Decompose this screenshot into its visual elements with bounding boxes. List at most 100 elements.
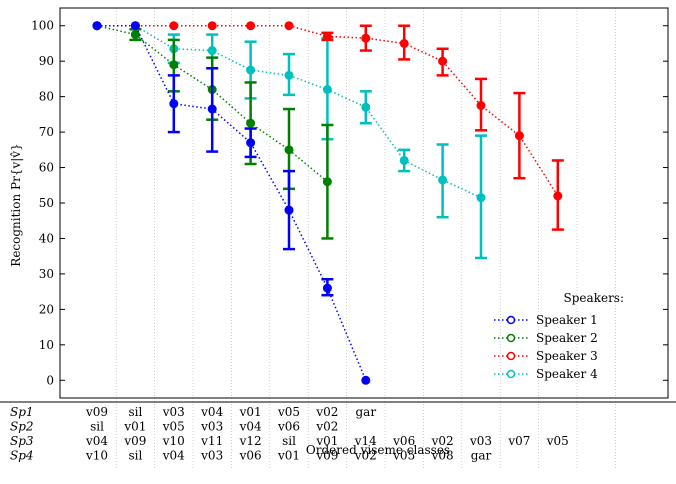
table-cell: v01 xyxy=(123,420,146,434)
table-row-label: Sp3 xyxy=(10,434,34,448)
y-tick-label: 10 xyxy=(39,338,54,352)
table-row: Sp1 v09 sil v03 v04 v01 v05 v02 gar xyxy=(10,405,376,419)
data-point xyxy=(322,31,332,41)
table-cell: v01 xyxy=(239,405,262,419)
table-cell: v03 xyxy=(162,405,185,419)
legend-label: Speaker 3 xyxy=(536,349,598,363)
y-tick-label: 20 xyxy=(39,302,54,316)
legend-label: Speaker 4 xyxy=(536,367,598,381)
legend-entry: Speaker 1 xyxy=(494,313,598,327)
data-point xyxy=(476,193,486,203)
table-cell: sil xyxy=(282,434,296,448)
legend-marker xyxy=(506,369,516,379)
table-cell: v08 xyxy=(431,449,454,463)
data-point xyxy=(284,70,294,80)
table-cell: v05 xyxy=(277,405,300,419)
data-point xyxy=(169,21,179,31)
legend-marker xyxy=(506,351,516,361)
data-point xyxy=(207,46,217,56)
legend-entry: Speaker 4 xyxy=(494,367,598,381)
table-cell: v09 xyxy=(123,434,146,448)
gridlines xyxy=(0,8,676,470)
table-cell: v03 xyxy=(469,434,492,448)
legend-title: Speakers: xyxy=(564,291,624,305)
x-axis-label: Ordered viseme classes xyxy=(306,443,450,457)
data-point xyxy=(361,33,371,43)
table-cell: v07 xyxy=(507,434,530,448)
table-cell: v05 xyxy=(392,449,415,463)
data-point xyxy=(476,101,486,110)
data-point xyxy=(553,191,563,201)
table-cell: sil xyxy=(128,405,142,419)
data-point xyxy=(322,283,332,293)
y-tick-label: 70 xyxy=(39,125,54,139)
y-tick-label: 0 xyxy=(46,373,54,387)
legend-entry: Speaker 3 xyxy=(494,349,598,363)
table-cell: v04 xyxy=(200,405,223,419)
data-point xyxy=(438,175,448,185)
table-cell: v09 xyxy=(315,449,338,463)
table-cell: v05 xyxy=(546,434,569,448)
table-cell: gar xyxy=(471,449,492,463)
data-point xyxy=(399,155,409,165)
table-cell: gar xyxy=(356,405,377,419)
table-cell: v03 xyxy=(200,449,223,463)
table-cell: v04 xyxy=(85,434,108,448)
table-row: Sp3 v04 v09 v10 v11 v12 sil v01 v14 v06 v02 v03 v07 v… xyxy=(10,434,569,448)
data-point xyxy=(361,375,371,385)
table-row-label: Sp1 xyxy=(10,405,34,419)
table-cell: v11 xyxy=(200,434,223,448)
legend-marker xyxy=(506,333,516,343)
series-3 xyxy=(92,21,564,231)
data-point xyxy=(322,177,332,187)
table-cell: v14 xyxy=(354,434,377,448)
table-cell: v05 xyxy=(162,420,185,434)
series-line xyxy=(97,24,367,381)
data-point xyxy=(207,21,217,31)
table-cell: v04 xyxy=(239,420,262,434)
table-row-label: Sp2 xyxy=(10,420,34,434)
table-cell: v02 xyxy=(431,434,454,448)
legend-entry: Speaker 2 xyxy=(494,331,598,345)
data-point xyxy=(284,145,294,155)
y-tick-label: 100 xyxy=(31,19,54,33)
data-point xyxy=(169,99,179,109)
table-row: Sp4 v10 sil v04 v03 v06 v01 v09 v02 v05 v08 gar xyxy=(10,449,492,463)
data-point xyxy=(284,21,294,31)
data-point xyxy=(92,21,102,31)
series-1 xyxy=(92,21,371,385)
legend-marker xyxy=(506,315,516,325)
table-cell: v10 xyxy=(162,434,185,448)
data-point xyxy=(399,38,409,48)
table-cell: v09 xyxy=(85,405,108,419)
data-point xyxy=(207,104,217,114)
table-cell: v10 xyxy=(85,449,108,463)
data-point xyxy=(130,21,140,31)
data-point xyxy=(284,205,294,215)
data-point xyxy=(514,131,524,141)
table-cell: sil xyxy=(90,420,104,434)
table-cell: sil xyxy=(128,449,142,463)
data-point xyxy=(246,118,256,128)
data-point xyxy=(246,65,256,75)
y-axis-ticks: 0 10 20 30 40 50 60 70 80 90 100 xyxy=(31,19,668,387)
y-tick-label: 90 xyxy=(39,54,54,68)
data-point xyxy=(246,21,256,31)
table-row: Sp2 sil v01 v05 v03 v04 v06 v02 xyxy=(10,420,338,434)
table-cell: v03 xyxy=(200,420,223,434)
table-cell: v06 xyxy=(277,420,300,434)
legend-items: Speaker 1 Speaker 2 Speaker 3 Speaker 4 xyxy=(494,313,598,381)
table-cell: v01 xyxy=(315,434,338,448)
y-axis-label: Recognition Pr{v|v̂} xyxy=(9,143,23,266)
table-cell: v04 xyxy=(162,449,185,463)
series-layer xyxy=(92,21,564,385)
y-tick-label: 60 xyxy=(39,161,54,175)
table-cell: v06 xyxy=(392,434,415,448)
y-tick-label: 40 xyxy=(39,231,54,245)
table-cell: v01 xyxy=(277,449,300,463)
data-point xyxy=(322,85,332,95)
table-cell: v02 xyxy=(354,449,377,463)
